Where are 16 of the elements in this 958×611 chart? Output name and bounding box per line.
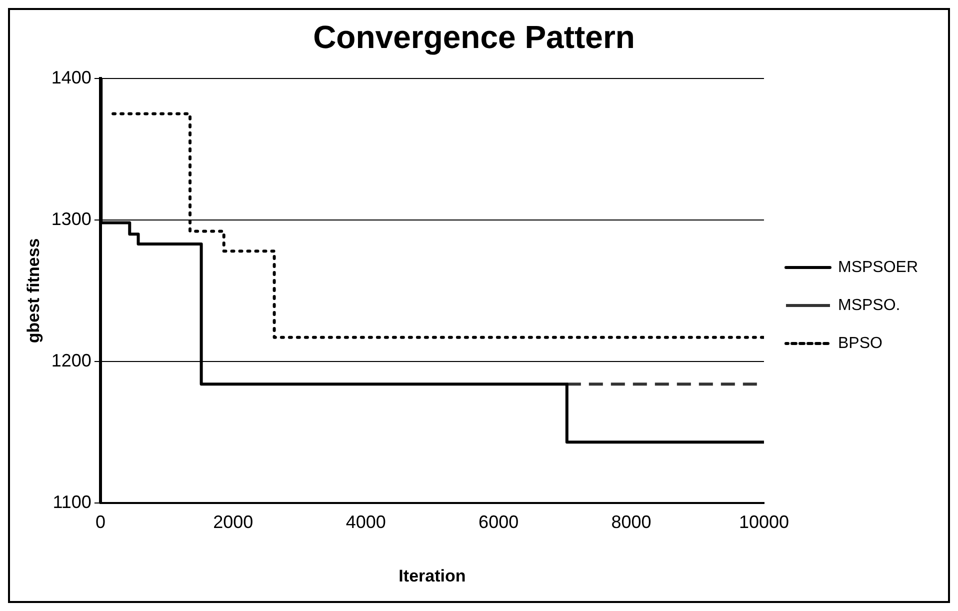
x-tick-label: 10000 — [738, 512, 790, 532]
y-axis-title: gbest fitness — [24, 238, 43, 344]
legend-label: BPSO — [838, 334, 882, 352]
x-tick-label: 4000 — [346, 512, 386, 532]
x-tick-label: 0 — [95, 512, 106, 532]
legend-label: MSPSOER — [838, 258, 918, 276]
x-tick-label: 6000 — [478, 512, 519, 532]
y-tick-label: 1300 — [51, 208, 92, 229]
y-tick-label: 1200 — [51, 350, 92, 370]
legend-label: MSPSO. — [838, 296, 900, 314]
x-axis-title: Iteration — [398, 566, 466, 586]
x-tick-label: 2000 — [213, 512, 254, 532]
y-tick-label: 1400 — [51, 67, 92, 88]
x-tick-label: 8000 — [611, 512, 652, 532]
chart-title: Convergence Pattern — [313, 19, 635, 56]
y-tick-label: 1100 — [52, 492, 92, 512]
